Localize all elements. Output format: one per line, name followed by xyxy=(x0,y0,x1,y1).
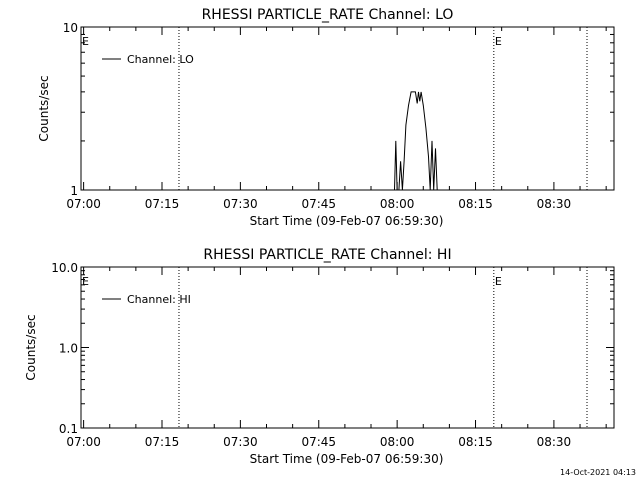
event-marker-label: E xyxy=(82,275,89,288)
y-axis-label: Counts/sec xyxy=(24,314,38,380)
y-tick-label: 10 xyxy=(63,21,78,35)
x-tick-label: 07:30 xyxy=(223,435,258,449)
y-tick-label: 10.0 xyxy=(51,261,78,275)
x-tick-label: 08:30 xyxy=(537,435,572,449)
chart-title: RHESSI PARTICLE_RATE Channel: LO xyxy=(202,7,454,23)
event-marker-label: E xyxy=(495,35,502,48)
event-marker-label: E xyxy=(82,35,89,48)
x-tick-label: 08:15 xyxy=(458,197,493,211)
x-tick-label: 07:45 xyxy=(301,435,336,449)
x-tick-label: 07:00 xyxy=(66,435,101,449)
x-tick-label: 07:00 xyxy=(66,197,101,211)
x-tick-label: 08:30 xyxy=(537,197,572,211)
x-tick-label: 07:15 xyxy=(145,435,180,449)
x-axis-label: Start Time (09-Feb-07 06:59:30) xyxy=(250,452,444,466)
event-marker-label: E xyxy=(495,275,502,288)
x-tick-label: 08:00 xyxy=(380,435,415,449)
legend-label: Channel: LO xyxy=(127,53,194,66)
chart-title: RHESSI PARTICLE_RATE Channel: HI xyxy=(203,247,451,263)
y-tick-label: 1 xyxy=(70,184,78,198)
legend-label: Channel: HI xyxy=(127,293,191,306)
timestamp-label: 14-Oct-2021 04:13 xyxy=(560,468,636,477)
y-axis-label: Counts/sec xyxy=(37,75,51,141)
x-axis-label: Start Time (09-Feb-07 06:59:30) xyxy=(250,214,444,228)
chart-panel-hi: RHESSI PARTICLE_RATE Channel: HI Start Ti… xyxy=(24,247,615,466)
x-tick-label: 07:15 xyxy=(145,197,180,211)
y-tick-label: 0.1 xyxy=(59,422,78,436)
x-tick-label: 08:15 xyxy=(458,435,493,449)
chart-panel-lo: RHESSI PARTICLE_RATE Channel: LO Start Ti… xyxy=(37,7,615,228)
series-line xyxy=(394,91,438,191)
y-tick-label: 1.0 xyxy=(59,342,78,356)
x-tick-label: 07:45 xyxy=(301,197,336,211)
plot-frame xyxy=(80,26,615,191)
plot-frame xyxy=(80,266,615,429)
x-tick-label: 08:00 xyxy=(380,197,415,211)
x-tick-label: 07:30 xyxy=(223,197,258,211)
